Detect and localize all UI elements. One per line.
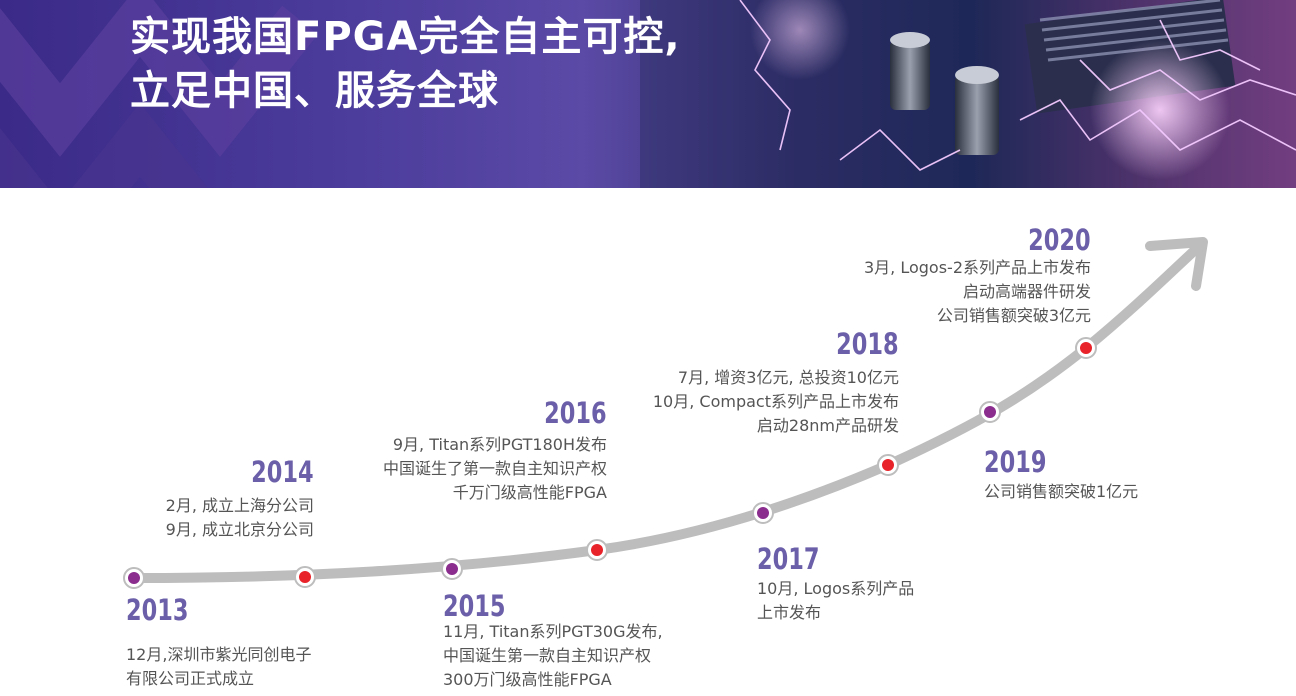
milestone-dot-2015 [446,563,458,575]
milestone-desc-2017: 10月, Logos系列产品 上市发布 [757,577,914,625]
circuit-board-image [640,0,1296,188]
milestone-dot-2020 [1080,342,1092,354]
timeline-curve [129,245,1200,583]
milestone-desc-2020: 3月, Logos-2系列产品上市发布 启动高端器件研发 公司销售额突破3亿元 [864,256,1091,328]
banner-title-line-2: 立足中国、服务全球 [130,68,499,114]
desc-line: 7月, 增资3亿元, 总投资10亿元 [677,368,899,387]
desc-line: 启动高端器件研发 [962,282,1091,301]
banner-title-line-1: 实现我国FPGA完全自主可控, [130,14,681,60]
year-label-2013: 2013 [126,593,189,627]
desc-line: 中国诞生了第一款自主知识产权 [382,459,607,478]
desc-line: 9月, Titan系列PGT180H发布 [392,435,607,454]
timeline-graphic [123,237,1208,589]
milestone-desc-2018: 7月, 增资3亿元, 总投资10亿元 10月, Compact系列产品上市发布 … [653,366,899,438]
milestone-desc-2016: 9月, Titan系列PGT180H发布 中国诞生了第一款自主知识产权 千万门级… [383,433,607,505]
desc-line: 11月, Titan系列PGT30G发布, [443,622,663,641]
year-label-2020: 2020 [1028,223,1091,257]
desc-line: 3月, Logos-2系列产品上市发布 [863,258,1091,277]
banner-title: 实现我国FPGA完全自主可控, 立足中国、服务全球 [130,10,681,118]
milestone-desc-2019: 公司销售额突破1亿元 [984,480,1138,504]
milestone-dot-2017 [757,507,769,519]
milestone-dot-2013 [128,572,140,584]
desc-line: 启动28nm产品研发 [756,416,899,435]
milestone-desc-2014: 2月, 成立上海分公司 9月, 成立北京分公司 [166,494,314,542]
milestone-desc-2015: 11月, Titan系列PGT30G发布, 中国诞生第一款自主知识产权 300万… [443,620,663,692]
year-label-2017: 2017 [757,542,820,576]
desc-line: 2月, 成立上海分公司 [165,496,314,515]
milestone-dot-2018 [882,459,894,471]
desc-line: 300万门级高性能FPGA [443,670,612,689]
year-label-2019: 2019 [984,445,1047,479]
arrow-head-icon [1145,237,1208,291]
desc-line: 公司销售额突破3亿元 [936,306,1091,325]
milestone-dot-2016 [591,544,603,556]
desc-line: 9月, 成立北京分公司 [165,520,314,539]
desc-line: 10月, Logos系列产品 [757,579,915,598]
header-banner: 实现我国FPGA完全自主可控, 立足中国、服务全球 [0,0,1296,188]
desc-line: 上市发布 [757,603,822,622]
chevron-pattern-decoration [0,0,318,188]
milestone-dot-2019 [984,406,996,418]
desc-line: 千万门级高性能FPGA [452,483,607,502]
desc-line: 公司销售额突破1亿元 [984,482,1139,501]
desc-line: 中国诞生第一款自主知识产权 [443,646,652,665]
year-label-2014: 2014 [251,455,314,489]
desc-line: 有限公司正式成立 [126,669,255,688]
desc-line: 10月, Compact系列产品上市发布 [652,392,899,411]
year-label-2015: 2015 [443,589,506,623]
milestone-dot-2014 [299,571,311,583]
milestone-desc-2013: 12月,深圳市紫光同创电子 有限公司正式成立 [126,643,311,691]
year-label-2016: 2016 [544,396,607,430]
year-label-2018: 2018 [836,327,899,361]
desc-line: 12月,深圳市紫光同创电子 [126,645,312,664]
